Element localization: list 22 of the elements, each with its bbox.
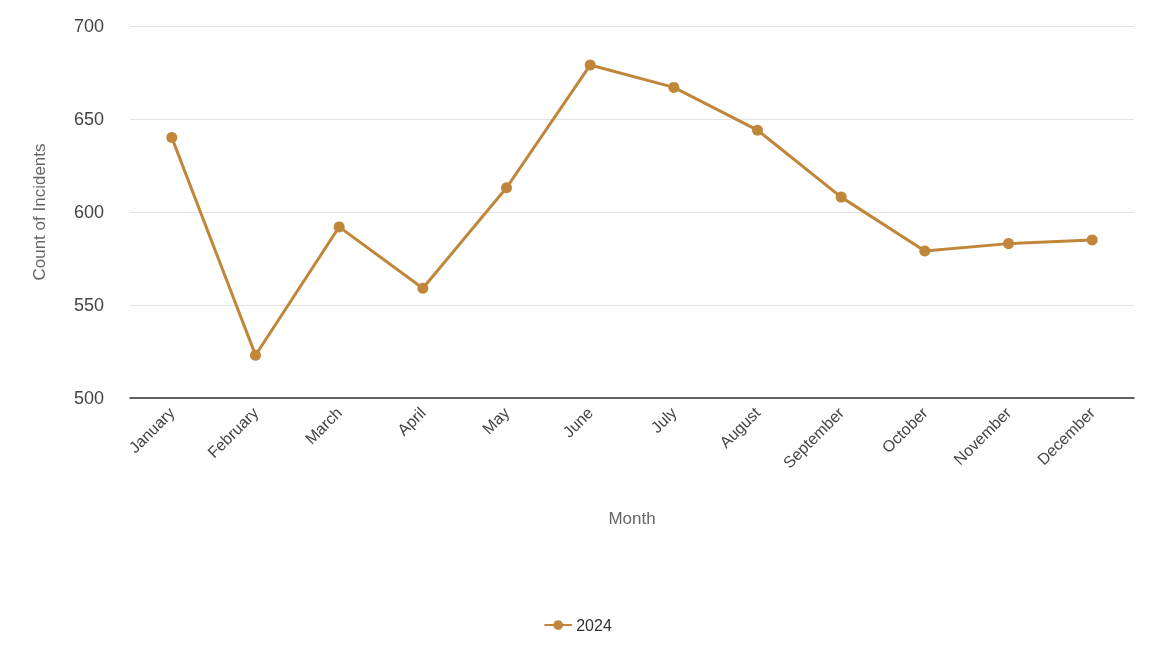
y-tick-label: 700 <box>73 16 104 36</box>
legend-label: 2024 <box>576 616 612 634</box>
point <box>333 221 345 233</box>
y-axis-title: Count of Incidents <box>30 143 49 281</box>
x-tick-label: July <box>647 403 680 437</box>
point <box>584 59 596 71</box>
point <box>417 282 429 294</box>
point <box>1003 238 1014 250</box>
point <box>250 349 261 361</box>
y-tick-label: 600 <box>73 202 104 222</box>
point <box>668 81 680 93</box>
point <box>501 182 512 194</box>
y-tick-label: 650 <box>73 109 104 129</box>
point <box>166 132 178 144</box>
x-tick-label: May <box>479 403 513 438</box>
y-tick-label: 550 <box>73 295 104 315</box>
point <box>752 124 763 136</box>
point <box>1086 234 1098 246</box>
point <box>835 191 847 203</box>
x-axis-title: Month <box>608 509 656 528</box>
point <box>919 245 931 257</box>
y-tick-label: 500 <box>73 388 104 408</box>
